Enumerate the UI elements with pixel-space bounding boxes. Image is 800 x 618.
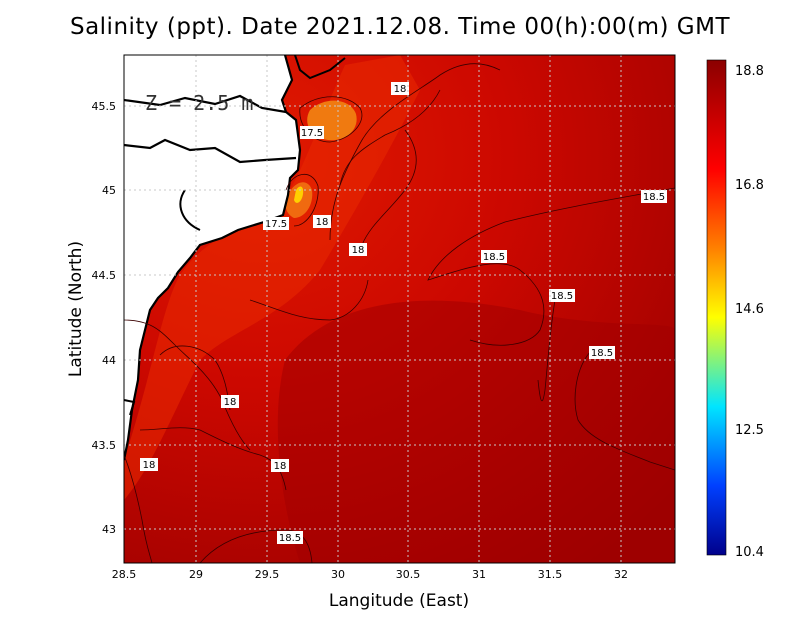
y-tick-label: 44.5 [92, 269, 117, 282]
y-tick-label: 45.5 [92, 100, 117, 113]
x-tick-label: 32 [614, 568, 628, 581]
x-tick-label: 30 [331, 568, 345, 581]
plot-frame [123, 54, 676, 564]
contour-label: 18.5 [481, 250, 507, 263]
x-tick-label: 28.5 [112, 568, 137, 581]
colorbar-gradient [706, 59, 727, 556]
colorbar-tick: 10.4 [735, 545, 764, 560]
svg-text:18: 18 [143, 460, 156, 471]
x-tick-label: 31 [472, 568, 486, 581]
y-axis-label: Latitude (North) [66, 241, 86, 377]
contour-label: 18.5 [589, 346, 615, 359]
coastline-north [294, 55, 346, 80]
map-area: 18 17.5 18 18 18.5 18.5 18.5 18.5 17.5 1… [124, 55, 675, 563]
y-tick-label: 43 [102, 523, 116, 536]
y-tick-label: 43.5 [92, 439, 117, 452]
x-tick-label: 30.5 [396, 568, 421, 581]
x-tick-label: 29 [189, 568, 203, 581]
svg-text:18: 18 [274, 461, 287, 472]
plume-core [294, 186, 304, 203]
contour-label: 18 [313, 215, 331, 228]
grid-lines [124, 55, 675, 563]
y-tick-label: 45 [102, 184, 116, 197]
contour-label: 18 [221, 395, 239, 408]
river-line [124, 138, 297, 164]
offshore-high-salinity [277, 300, 675, 563]
svg-text:17.5: 17.5 [301, 128, 323, 139]
x-tick-label: 29.5 [255, 568, 280, 581]
colorbar: 18.8 16.8 14.6 12.5 10.4 [706, 59, 764, 560]
x-axis: 28.5 29 29.5 30 30.5 31 31.5 32 Langitud… [112, 568, 628, 611]
contour-label: 18 [140, 458, 158, 471]
svg-text:17.5: 17.5 [265, 219, 287, 230]
lake-outline [179, 189, 201, 231]
svg-text:18.5: 18.5 [483, 252, 505, 263]
colorbar-tick: 14.6 [735, 302, 764, 317]
coastline [124, 55, 302, 461]
contour-label: 18 [349, 243, 367, 256]
chart-title: Salinity (ppt). Date 2021.12.08. Time 00… [69, 14, 731, 40]
colorbar-tick: 18.8 [735, 64, 764, 79]
contour-label: 17.5 [263, 217, 289, 230]
contour-label: 18.5 [641, 190, 667, 203]
svg-text:18.5: 18.5 [643, 192, 665, 203]
svg-text:18: 18 [224, 397, 237, 408]
svg-text:18.5: 18.5 [551, 291, 573, 302]
y-tick-label: 44 [102, 354, 116, 367]
y-axis: 43 43.5 44 44.5 45 45.5 Latitude (North) [66, 100, 116, 536]
contour-label: 18.5 [549, 289, 575, 302]
colorbar-tick: 12.5 [735, 423, 764, 438]
danube-border [124, 94, 287, 114]
colorbar-tick: 16.8 [735, 178, 764, 193]
coastal-low-salinity [124, 55, 420, 500]
land-mass [124, 55, 300, 460]
svg-text:18: 18 [394, 84, 407, 95]
contour-label: 17.5 [300, 126, 324, 139]
svg-text:18: 18 [352, 245, 365, 256]
contour-label: 18.5 [277, 531, 303, 544]
svg-text:18: 18 [316, 217, 329, 228]
svg-text:18.5: 18.5 [279, 533, 301, 544]
contour-label: 18 [271, 459, 289, 472]
x-axis-label: Langitude (East) [329, 591, 469, 611]
contour-label: 18 [391, 82, 409, 95]
x-tick-label: 31.5 [538, 568, 563, 581]
border-south [124, 399, 136, 416]
depth-label: Z = 2.5 m [145, 91, 253, 115]
contour-labels: 18 17.5 18 18 18.5 18.5 18.5 18.5 17.5 1… [140, 82, 667, 544]
svg-text:18.5: 18.5 [591, 348, 613, 359]
